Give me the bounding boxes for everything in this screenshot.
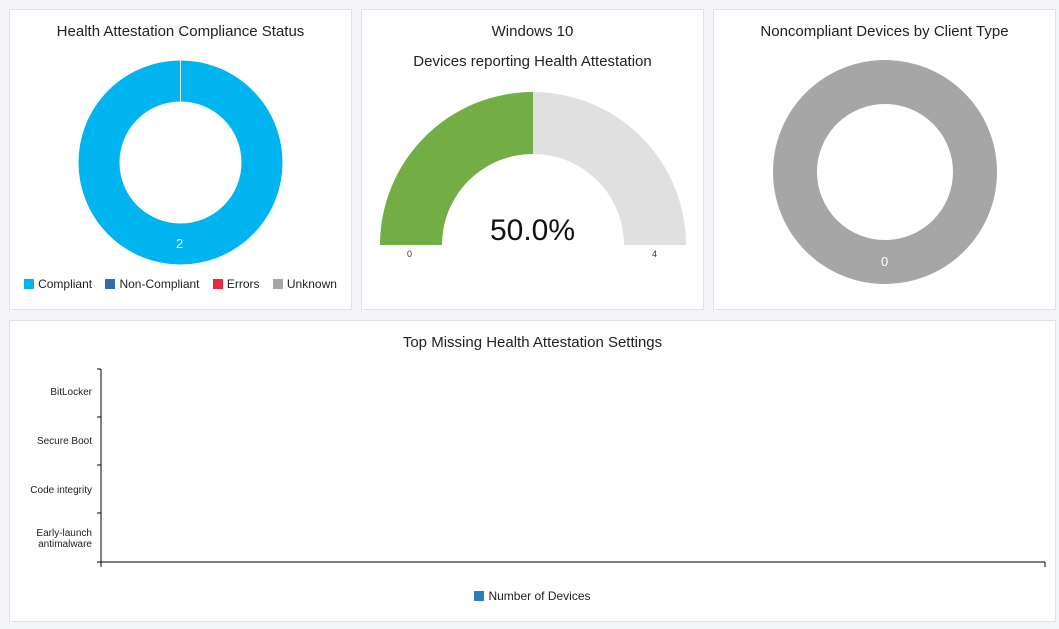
bar-chart-axes	[97, 368, 1046, 567]
y-axis-label-code-integrity: Code integrity	[30, 485, 92, 496]
gauge-fill[interactable]	[380, 92, 533, 245]
legend-label: Number of Devices	[488, 589, 591, 603]
noncompliant-donut-value-label: 0	[881, 254, 889, 269]
legend-item-non-compliant[interactable]: Non-Compliant	[105, 277, 200, 291]
compliance-donut-value-label: 2	[176, 236, 184, 251]
legend-item-unknown[interactable]: Unknown	[272, 277, 337, 291]
compliance-status-title: Health Attestation Compliance Status	[56, 23, 305, 40]
compliance-status-panel: Health Attestation Compliance Status 2 C…	[9, 9, 352, 310]
legend-label: Compliant	[38, 277, 93, 291]
top-missing-settings-panel: Top Missing Health Attestation Settings …	[9, 320, 1056, 622]
compliance-donut-chart[interactable]	[77, 59, 284, 266]
y-axis-label-early-launch-antimalware: Early-launch antimalware	[36, 528, 92, 550]
legend-swatch-unknown	[272, 279, 283, 289]
noncompliant-donut-slice[interactable]	[773, 60, 997, 284]
legend-swatch-compliant	[24, 279, 35, 289]
noncompliant-donut-chart[interactable]	[772, 59, 998, 285]
compliance-legend: Compliant Non-Compliant Errors Unknown	[10, 277, 351, 291]
gauge-percentage: 50.0%	[489, 214, 576, 247]
top-missing-settings-title: Top Missing Health Attestation Settings	[402, 334, 663, 351]
compliance-donut-compliant-slice[interactable]	[78, 60, 283, 265]
legend-swatch-errors	[212, 279, 223, 289]
legend-label: Unknown	[286, 277, 337, 291]
windows10-gauge[interactable]	[380, 92, 688, 248]
legend-item-errors[interactable]: Errors	[212, 277, 260, 291]
legend-label: Errors	[226, 277, 260, 291]
legend-item-number-of-devices[interactable]: Number of Devices	[474, 589, 591, 603]
gauge-max-label: 4	[652, 249, 658, 259]
windows10-subtitle: Devices reporting Health Attestation	[413, 53, 652, 70]
legend-label: Non-Compliant	[119, 277, 200, 291]
y-axis-label-secure-boot: Secure Boot	[36, 436, 92, 447]
legend-item-compliant[interactable]: Compliant	[24, 277, 92, 291]
noncompliant-client-type-title: Noncompliant Devices by Client Type	[760, 23, 1009, 40]
gauge-track	[533, 92, 686, 245]
legend-swatch-non-compliant	[105, 279, 116, 289]
windows10-title: Windows 10	[491, 23, 574, 40]
windows10-gauge-panel: Windows 10 Devices reporting Health Atte…	[361, 9, 704, 310]
bar-chart-legend: Number of Devices	[10, 589, 1055, 603]
gauge-min-label: 0	[407, 249, 413, 259]
legend-swatch-number-of-devices	[474, 591, 485, 601]
noncompliant-client-type-panel: Noncompliant Devices by Client Type 0	[713, 9, 1056, 310]
y-axis-label-bitlocker: BitLocker	[50, 387, 92, 398]
